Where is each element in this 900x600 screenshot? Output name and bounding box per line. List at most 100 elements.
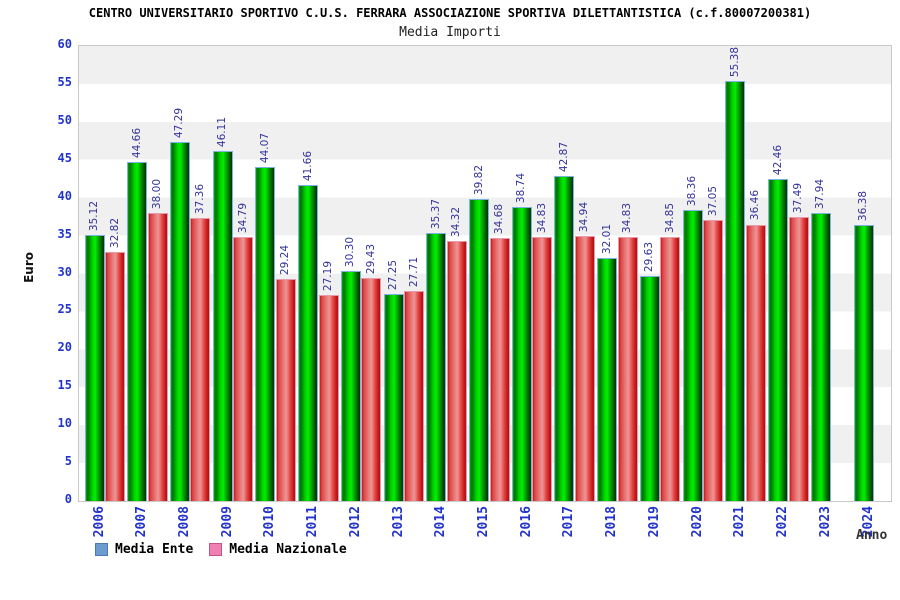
bar-value-label: 34.83 (621, 202, 634, 233)
y-tick-label: 25 (57, 302, 72, 317)
x-tick-label: 2014 (433, 506, 449, 538)
x-tick-label: 2012 (347, 506, 363, 538)
x-tick-label: 2019 (646, 506, 662, 538)
bar-media-ente-2006 (84, 234, 105, 501)
bar-media-ente-2020 (682, 210, 703, 501)
y-tick-label: 35 (57, 226, 72, 241)
bar-media-nazionale-2013 (404, 290, 424, 501)
bar-value-label: 41.66 (301, 151, 314, 182)
bar-value-label: 27.71 (407, 256, 420, 287)
x-tick-label: 2009 (219, 506, 235, 538)
bar-value-label: 34.85 (663, 202, 676, 233)
legend-swatch-icon (209, 543, 223, 556)
bar-value-label: 34.79 (236, 203, 249, 234)
x-tick-label: 2021 (732, 506, 748, 538)
bar-media-nazionale-2022 (788, 216, 809, 501)
bar-value-label: 34.83 (535, 202, 548, 233)
bar-value-label: 46.11 (216, 117, 229, 148)
bar-value-label: 35.37 (429, 198, 442, 229)
bar-media-ente-2009 (212, 151, 233, 501)
y-tick-label: 40 (57, 188, 72, 203)
bar-media-ente-2019 (639, 276, 660, 501)
x-tick-label: 2023 (817, 506, 833, 538)
bar-media-ente-2018 (597, 258, 618, 501)
bar-value-label: 42.87 (557, 141, 570, 172)
x-tick-label: 2016 (518, 506, 534, 538)
bar-media-ente-2007 (127, 162, 148, 501)
plot-area: 35.12 32.82 44.66 38.00 47.29 37.36 46.11 34.79… (78, 45, 892, 502)
legend: Media Ente Media Nazionale (95, 542, 347, 557)
x-tick-label: 2018 (604, 506, 620, 538)
legend-item-media-nazionale: Media Nazionale (209, 542, 347, 557)
x-tick-label: 2011 (305, 506, 321, 538)
bar-media-ente-2014 (426, 232, 447, 501)
bar-media-ente-2016 (511, 207, 532, 501)
bar-value-label: 44.07 (258, 132, 271, 163)
bar-media-nazionale-2012 (361, 277, 382, 501)
bar-value-label: 38.74 (515, 173, 528, 204)
bar-media-ente-2017 (554, 175, 575, 501)
bar-media-ente-2023 (810, 213, 831, 501)
bar-media-ente-2012 (340, 271, 361, 501)
bar-value-label: 42.46 (771, 144, 784, 175)
bar-media-nazionale-2011 (318, 294, 339, 501)
bar-value-label: 34.94 (578, 201, 591, 232)
bar-media-nazionale-2016 (532, 236, 553, 501)
bar-value-label: 29.43 (364, 243, 377, 274)
y-tick-label: 5 (64, 454, 72, 469)
x-tick-label: 2010 (262, 506, 278, 538)
bar-value-label: 44.66 (130, 128, 143, 159)
bar-value-label: 36.38 (857, 191, 869, 222)
bar-value-label: 55.38 (728, 46, 741, 77)
y-tick-label: 20 (57, 340, 72, 355)
y-tick-label: 15 (57, 378, 72, 393)
x-tick-label: 2020 (689, 506, 705, 538)
bar-media-nazionale-2015 (489, 238, 510, 501)
bar-media-nazionale-2020 (703, 220, 724, 501)
bar-value-label: 39.82 (472, 164, 485, 195)
bar-value-label: 34.68 (493, 203, 505, 234)
y-tick-label: 50 (57, 112, 72, 127)
bar-value-label: 30.30 (344, 237, 357, 268)
bar-media-ente-2024 (853, 225, 874, 501)
x-tick-label: 2015 (476, 506, 491, 538)
bar-value-label: 27.25 (387, 260, 399, 291)
y-tick-label: 60 (57, 37, 72, 51)
bar-media-nazionale-2018 (617, 236, 638, 501)
y-tick-label: 10 (57, 416, 72, 431)
bar-value-label: 35.12 (88, 200, 100, 231)
bar-media-nazionale-2008 (190, 217, 211, 501)
x-tick-label: 2013 (390, 506, 406, 538)
x-tick-label: 2007 (134, 506, 150, 538)
bar-value-label: 29.24 (279, 245, 292, 276)
bar-media-nazionale-2010 (275, 279, 296, 501)
bar-value-label: 37.36 (193, 183, 206, 214)
y-axis-title: Euro (22, 252, 36, 283)
bar-media-nazionale-2021 (745, 224, 766, 501)
x-axis-title: Anno (856, 528, 888, 543)
y-tick-label: 55 (57, 74, 72, 89)
legend-swatch-icon (95, 543, 108, 556)
bar-media-ente-2021 (725, 81, 746, 501)
bar-media-ente-2011 (298, 185, 319, 501)
bar-value-label: 36.46 (749, 190, 762, 221)
bar-media-ente-2022 (768, 179, 788, 501)
y-tick-label: 45 (57, 150, 72, 165)
bar-media-ente-2008 (169, 142, 190, 501)
x-tick-label: 2017 (561, 506, 577, 538)
legend-label: Media Nazionale (229, 542, 347, 557)
bar-value-label: 37.49 (792, 182, 804, 213)
bar-media-ente-2010 (255, 166, 276, 501)
bar-value-label: 29.63 (643, 242, 656, 273)
legend-label: Media Ente (115, 542, 194, 557)
bar-media-nazionale-2009 (233, 237, 254, 501)
bar-value-label: 37.94 (814, 179, 827, 210)
chart-subtitle: Media Importi (399, 25, 501, 40)
bar-value-label: 32.82 (108, 218, 121, 249)
bar-value-label: 47.29 (173, 108, 186, 139)
bar-media-nazionale-2014 (446, 240, 467, 501)
y-tick-label: 30 (57, 264, 72, 279)
chart-title: CENTRO UNIVERSITARIO SPORTIVO C.U.S. FER… (88, 6, 812, 20)
x-tick-label: 2022 (775, 506, 790, 538)
